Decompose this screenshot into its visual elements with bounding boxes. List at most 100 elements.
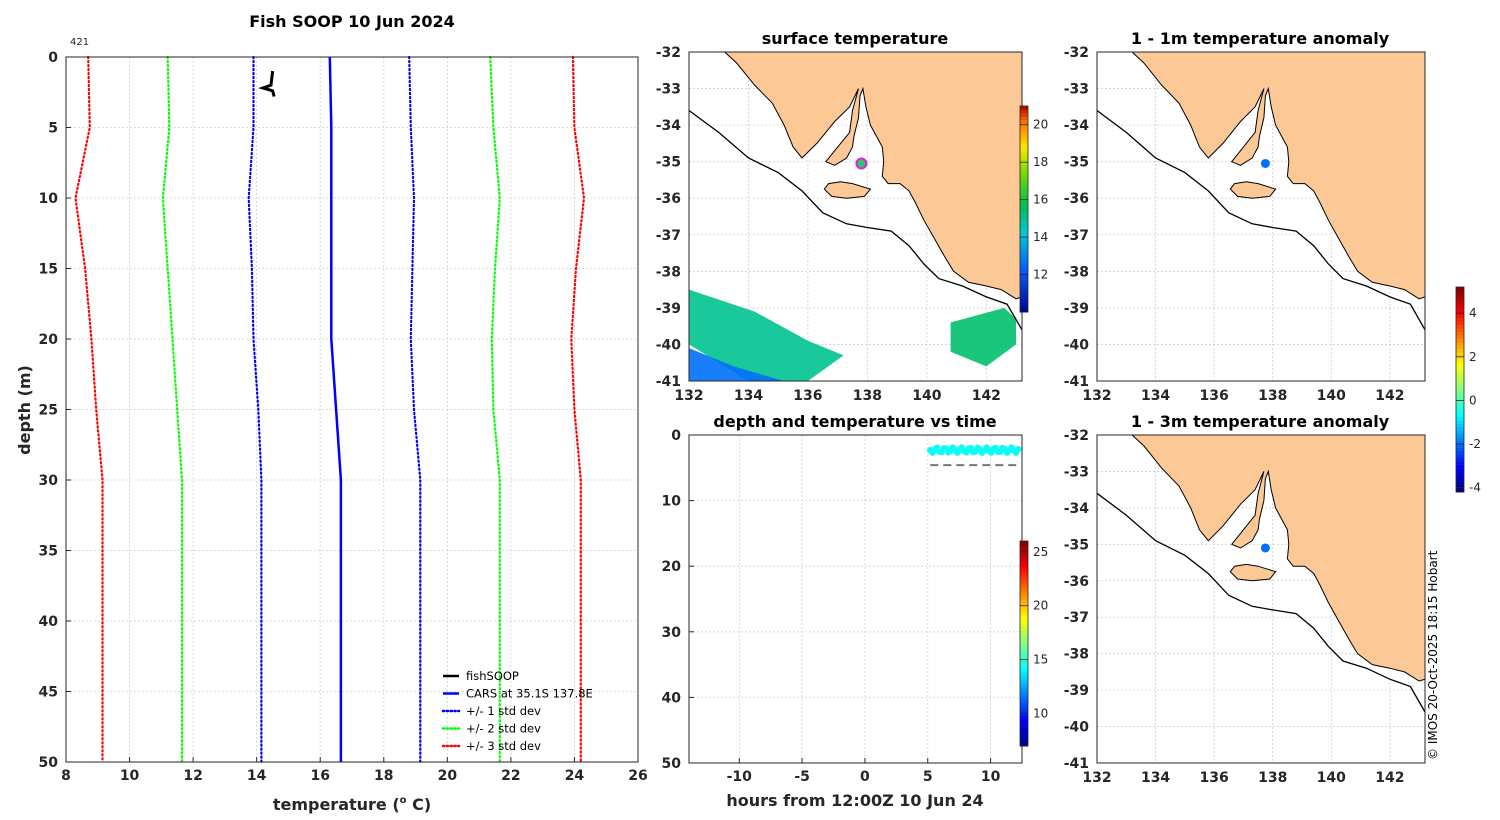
timeseries-colorbar-color-step <box>1020 708 1028 713</box>
anomaly-1m-x-tick-label: 142 <box>1375 388 1404 404</box>
sst-colorbar-tick-label: 14 <box>1033 230 1048 244</box>
profile-frame <box>65 56 639 763</box>
sst-colorbar-color-step <box>1020 112 1028 117</box>
anomaly-3m-y-tick-label: -37 <box>1064 610 1089 626</box>
timeseries-colorbar-color-step <box>1020 660 1028 665</box>
sst-colorbar-color-step <box>1020 167 1028 172</box>
sst-colorbar-color-step <box>1020 147 1028 152</box>
sst-colorbar-color-step <box>1020 222 1028 227</box>
sst-colorbar-color-step <box>1020 267 1028 272</box>
anomaly-3m-x-tick-label: 142 <box>1375 770 1404 786</box>
anomaly-3m-frame <box>1096 434 1426 764</box>
colorbars: 12 14 16 18 20 10 15 20 25 -4 -2 0 2 4 <box>1019 105 1481 747</box>
anomaly-colorbar-color-step <box>1456 444 1464 449</box>
anomaly-1m-panel: 1 - 1m temperature anomaly 132 134 136 138 1… <box>1064 29 1426 404</box>
timeseries-colorbar-color-step <box>1020 718 1028 723</box>
anomaly-colorbar-color-step <box>1456 474 1464 479</box>
xlabel-end: C) <box>407 795 432 814</box>
anomaly-colorbar-color-step <box>1456 345 1464 349</box>
xlabel-main: temperature ( <box>273 795 400 814</box>
figure-title: Fish SOOP 10 Jun 2024 <box>249 12 455 31</box>
timeseries-colorbar-color-step <box>1020 602 1028 607</box>
anomaly-1m-shelf-contour <box>1096 109 1426 331</box>
surface-shelf-contour <box>688 109 1023 331</box>
timeseries-x-tick-label: 5 <box>923 769 933 785</box>
anomaly-colorbar-color-step <box>1456 341 1464 346</box>
sst-colorbar-color-step <box>1020 263 1028 268</box>
timeseries-colorbar-color-step <box>1020 619 1028 624</box>
surface-land <box>689 51 1023 300</box>
sst-colorbar-color-step <box>1020 246 1028 251</box>
sst-colorbar-color-step <box>1020 281 1028 286</box>
anomaly-colorbar-color-step <box>1456 382 1464 387</box>
timeseries-x-tick-label: 0 <box>860 769 870 785</box>
sst-colorbar-color-step <box>1020 250 1028 255</box>
anomaly-3m-y-tick-label: -36 <box>1064 574 1089 590</box>
surface-y-tick-label: -36 <box>656 191 681 207</box>
anomaly-colorbar-color-step <box>1456 406 1464 411</box>
anomaly-3m-x-tick-label: 134 <box>1141 770 1170 786</box>
sst-colorbar-color-step <box>1020 229 1028 234</box>
anomaly-colorbar-color-step <box>1456 369 1464 373</box>
anomaly-colorbar-color-step <box>1456 423 1464 428</box>
legend-entry-label: +/- 2 std dev <box>466 722 541 736</box>
anomaly-colorbar-color-step <box>1456 287 1464 291</box>
anomaly-3m-y-tick-label: -40 <box>1064 720 1090 736</box>
anomaly-3m-y-tick-label: -41 <box>1064 756 1089 772</box>
anomaly-colorbar-color-step <box>1456 427 1464 431</box>
timeseries-colorbar-color-step <box>1020 554 1028 559</box>
anomaly-3m-y-tick-label: -38 <box>1064 647 1089 663</box>
anomaly-colorbar-color-step <box>1456 307 1464 312</box>
profile-series-line <box>258 70 276 97</box>
anomaly-colorbar-color-step <box>1456 375 1464 380</box>
sst-colorbar-color-step <box>1020 298 1028 303</box>
surface-island <box>823 181 872 199</box>
surface-sst-patch <box>950 307 1017 367</box>
anomaly-colorbar-color-step <box>1456 386 1464 390</box>
sst-colorbar-color-step <box>1020 253 1028 258</box>
timeseries-colorbar-color-step <box>1020 588 1028 593</box>
sst-colorbar-color-step <box>1020 133 1028 138</box>
anomaly-1m-y-tick-label: -39 <box>1064 301 1089 317</box>
anomaly-colorbar-color-step <box>1456 365 1464 370</box>
profile-legend: fishSOOP CARS at 35.1S 137.8E +/- 1 std de… <box>441 669 593 753</box>
profile-series-line <box>161 55 184 764</box>
anomaly-colorbar-color-step <box>1456 440 1464 445</box>
anomaly-colorbar-frame <box>1455 286 1465 493</box>
anomaly-colorbar-color-step <box>1456 389 1464 394</box>
surface-y-tick-label: -37 <box>656 228 681 244</box>
profile-x-tick-label: 10 <box>120 768 140 784</box>
timeseries-colorbar-color-step <box>1020 616 1028 621</box>
anomaly-3m-y-tick-label: -35 <box>1064 537 1089 553</box>
profile-x-tick-label: 8 <box>61 768 71 784</box>
anomaly-colorbar-color-step <box>1456 454 1464 459</box>
profile-x-tick-label: 20 <box>438 768 458 784</box>
timeseries-colorbar-color-step <box>1020 732 1028 737</box>
sst-colorbar-color-step <box>1020 212 1028 217</box>
sst-colorbar-color-step <box>1020 202 1028 207</box>
timeseries-colorbar-color-step <box>1020 612 1028 617</box>
anomaly-colorbar-color-step <box>1456 485 1464 490</box>
timeseries-colorbar-color-step <box>1020 664 1028 668</box>
timeseries-y-tick-label: 50 <box>662 756 682 772</box>
anomaly-colorbar-color-step <box>1456 396 1464 401</box>
timeseries-colorbar-color-step <box>1020 551 1028 556</box>
sst-colorbar-color-step <box>1020 191 1028 196</box>
timeseries-x-tick-label: -10 <box>727 769 753 785</box>
sst-colorbar-color-step <box>1020 123 1028 128</box>
timeseries-colorbar-tick-label: 20 <box>1033 599 1048 613</box>
timeseries-colorbar-color-step <box>1020 578 1028 583</box>
profile-series-line <box>328 56 343 762</box>
profile-y-tick-label: 25 <box>39 403 58 419</box>
anomaly-colorbar-color-step <box>1456 338 1464 343</box>
timeseries-xlabel: hours from 12:00Z 10 Jun 24 <box>726 791 983 810</box>
timeseries-colorbar-color-step <box>1020 742 1028 747</box>
timeseries-colorbar-color-step <box>1020 684 1028 689</box>
sst-colorbar-color-step <box>1020 178 1028 183</box>
anomaly-colorbar-color-step <box>1456 351 1464 356</box>
anomaly-1m-y-tick-label: -41 <box>1064 374 1089 390</box>
anomaly-colorbar-tick-label: -2 <box>1469 437 1481 451</box>
sst-colorbar-color-step <box>1020 184 1028 189</box>
anomaly-colorbar-color-step <box>1456 372 1464 377</box>
profile-x-tick-label: 22 <box>501 768 520 784</box>
